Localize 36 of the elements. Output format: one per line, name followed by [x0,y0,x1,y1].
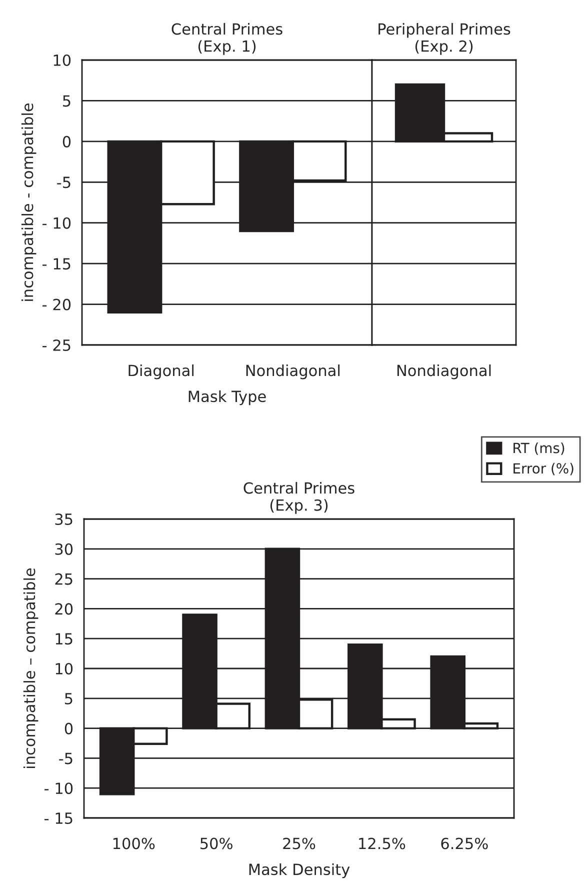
y-tick-label: - 10 [42,217,71,229]
x-axis-title: Mask Density [249,863,350,878]
y-tick-label: 0 [62,136,71,148]
y-tick-label: 5 [63,95,70,107]
legend-label: Error (%) [514,462,574,476]
y-tick-label: - 25 [42,339,70,352]
x-tick-label: Diagonal [128,364,194,380]
chart-title: Peripheral Primes (Exp. 2) [378,22,510,55]
x-tick-label: 12.5% [359,838,406,850]
chart-title: Central Primes (Exp. 1) [172,22,282,55]
legend-label: RT (ms) [514,442,564,455]
x-tick-label: 100% [113,838,155,850]
x-tick-label: 6.25% [441,838,488,850]
y-tick-label: - 15 [42,258,70,270]
y-tick-label: 10 [54,54,71,66]
x-axis-title: Mask Type [188,390,266,406]
y-tick-label: 30 [55,543,73,555]
chart-title: Central Primes (Exp. 3) [244,482,354,514]
x-tick-label: 50% [200,838,232,850]
y-tick-label: -5 [59,752,72,764]
x-tick-label: Nondiagonal [246,364,340,380]
y-tick-label: 5 [65,693,72,704]
y-tick-label: 35 [55,513,72,526]
y-tick-label: 15 [56,633,72,645]
y-tick-label: 20 [55,603,73,615]
x-tick-label: Nondiagonal [397,364,491,380]
y-axis-title: incompatible - compatible [21,103,36,301]
y-tick-label: - 20 [42,298,71,310]
y-tick-label: 0 [64,722,73,734]
y-tick-label: -5 [57,176,70,188]
x-tick-label: 25% [283,838,316,850]
y-tick-label: 25 [55,573,72,585]
y-tick-label: 10 [56,662,73,675]
y-axis-title: incompatible – compatible [23,568,38,768]
y-tick-label: - 15 [44,812,72,824]
y-tick-label: - 10 [44,782,73,794]
